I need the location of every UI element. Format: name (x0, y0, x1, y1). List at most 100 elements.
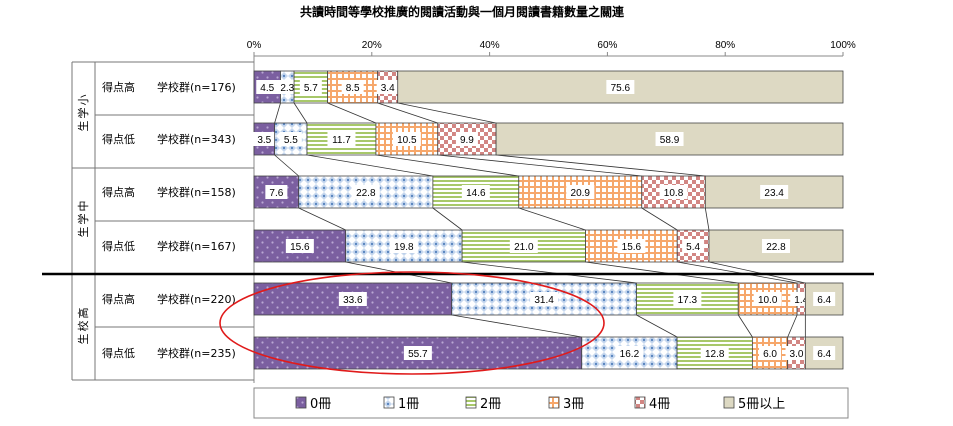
data-label: 10.0 (758, 295, 778, 306)
bars: 4.5 2.3 5.7 8.5 3.4 75.6 3.5 5.5 11.7 10.5 9.9 58.9… (253, 70, 844, 370)
connector-line (293, 102, 308, 124)
data-label: 1.4 (794, 295, 808, 306)
data-label: 10.5 (397, 135, 417, 146)
connector-line (677, 261, 798, 284)
category-label-group: 学校群(n=167) (157, 239, 236, 253)
data-label-bg (276, 80, 299, 94)
data-label: 22.8 (766, 242, 786, 253)
x-tick-label: 100% (830, 40, 856, 51)
data-label: 23.4 (764, 188, 784, 199)
data-label: 4.5 (260, 83, 274, 94)
x-axis-ticks: 0% 20% 40% 60% 80% 100% (247, 40, 856, 56)
data-label-bg (759, 346, 782, 360)
group-label: 生 (76, 227, 90, 238)
x-tick-label: 0% (247, 40, 262, 51)
legend-label: 0冊 (310, 397, 331, 412)
data-label-bg (327, 132, 356, 146)
category-label-score: 得点低 (102, 133, 135, 146)
data-label: 11.7 (332, 135, 351, 146)
data-label-bg (700, 346, 729, 360)
data-label-bg (753, 292, 782, 306)
data-label-bg (351, 185, 380, 199)
data-label-bg (279, 132, 302, 146)
data-label: 10.8 (664, 188, 684, 199)
connector-line (375, 154, 519, 177)
x-tick-label: 20% (362, 40, 382, 51)
category-label-score: 得点高 (102, 185, 135, 199)
connector-line (496, 154, 706, 177)
connector-line (274, 154, 299, 177)
data-label-bg (606, 80, 635, 94)
connector-line (432, 207, 463, 231)
data-label-bg (403, 346, 432, 360)
chart-title: 共讀時間等學校推廣的閱讀活動與一個月閱讀書籍數量之關連 (300, 4, 625, 19)
connector-line (327, 102, 377, 124)
data-label-bg (813, 292, 836, 306)
data-label: 5.4 (686, 242, 700, 253)
data-label-bg (615, 346, 644, 360)
data-label: 14.6 (466, 188, 486, 199)
connector-line (397, 102, 497, 124)
legend-swatch (634, 396, 646, 409)
data-label-bg (392, 132, 421, 146)
connector-line (636, 314, 678, 338)
data-label: 75.6 (611, 83, 631, 94)
data-label: 3.4 (381, 83, 395, 94)
group-label: 生 (76, 121, 90, 132)
connector-line (787, 314, 798, 338)
data-label: 31.4 (534, 295, 554, 306)
data-label-bg (509, 239, 538, 253)
connector-line (641, 207, 678, 231)
connector-line (518, 207, 586, 231)
highlight-ellipse (219, 271, 605, 375)
category-label-score: 得点低 (102, 240, 135, 253)
data-label-bg (682, 239, 705, 253)
data-label-bg (813, 346, 836, 360)
group-label: 高 (76, 308, 90, 319)
data-label: 5.5 (284, 135, 298, 146)
data-label: 15.6 (622, 242, 642, 253)
data-label: 17.3 (678, 295, 698, 306)
connector-line (704, 207, 710, 231)
data-label-bg (673, 292, 702, 306)
data-label-bg (455, 132, 478, 146)
legend-label: 5冊以上 (738, 397, 785, 412)
data-label: 19.8 (394, 242, 414, 253)
group-label: 学 (76, 214, 90, 225)
data-label: 3.5 (257, 135, 271, 146)
overlay (42, 271, 874, 375)
x-tick-label: 80% (715, 40, 735, 51)
connector-line (306, 154, 433, 177)
legend-label: 4冊 (649, 397, 670, 412)
x-tick-label: 40% (480, 40, 500, 51)
connector-line (708, 261, 806, 284)
data-label: 22.8 (356, 188, 376, 199)
category-label-group: 学校群(n=158) (157, 185, 236, 199)
data-label: 5.7 (304, 83, 318, 94)
category-labels: 得点高 学校群(n=176)得点低 学校群(n=343)得点高 学校群(n=158)得… (71, 61, 254, 381)
group-label: 学 (76, 108, 90, 119)
data-label-bg (376, 80, 399, 94)
data-label: 2.3 (280, 83, 294, 94)
data-label: 9.9 (460, 135, 474, 146)
gridlines (253, 55, 843, 383)
category-label-group: 学校群(n=235) (157, 346, 236, 360)
data-label: 15.6 (290, 242, 310, 253)
legend-swatch (548, 396, 560, 409)
data-label-bg (299, 80, 322, 94)
legend-label: 2冊 (480, 397, 501, 412)
data-label: 6.0 (763, 349, 777, 360)
category-label-group: 学校群(n=176) (157, 80, 236, 94)
data-label: 33.6 (343, 295, 363, 306)
connector-line (298, 207, 346, 231)
category-label-group: 学校群(n=343) (157, 132, 236, 146)
data-label: 3.0 (790, 349, 804, 360)
data-label: 6.4 (817, 295, 831, 306)
data-label-bg (760, 185, 789, 199)
connector-line (585, 261, 739, 284)
data-label-bg (617, 239, 646, 253)
data-label: 58.9 (660, 135, 680, 146)
connector-line (737, 314, 753, 338)
data-label-bg (761, 239, 790, 253)
